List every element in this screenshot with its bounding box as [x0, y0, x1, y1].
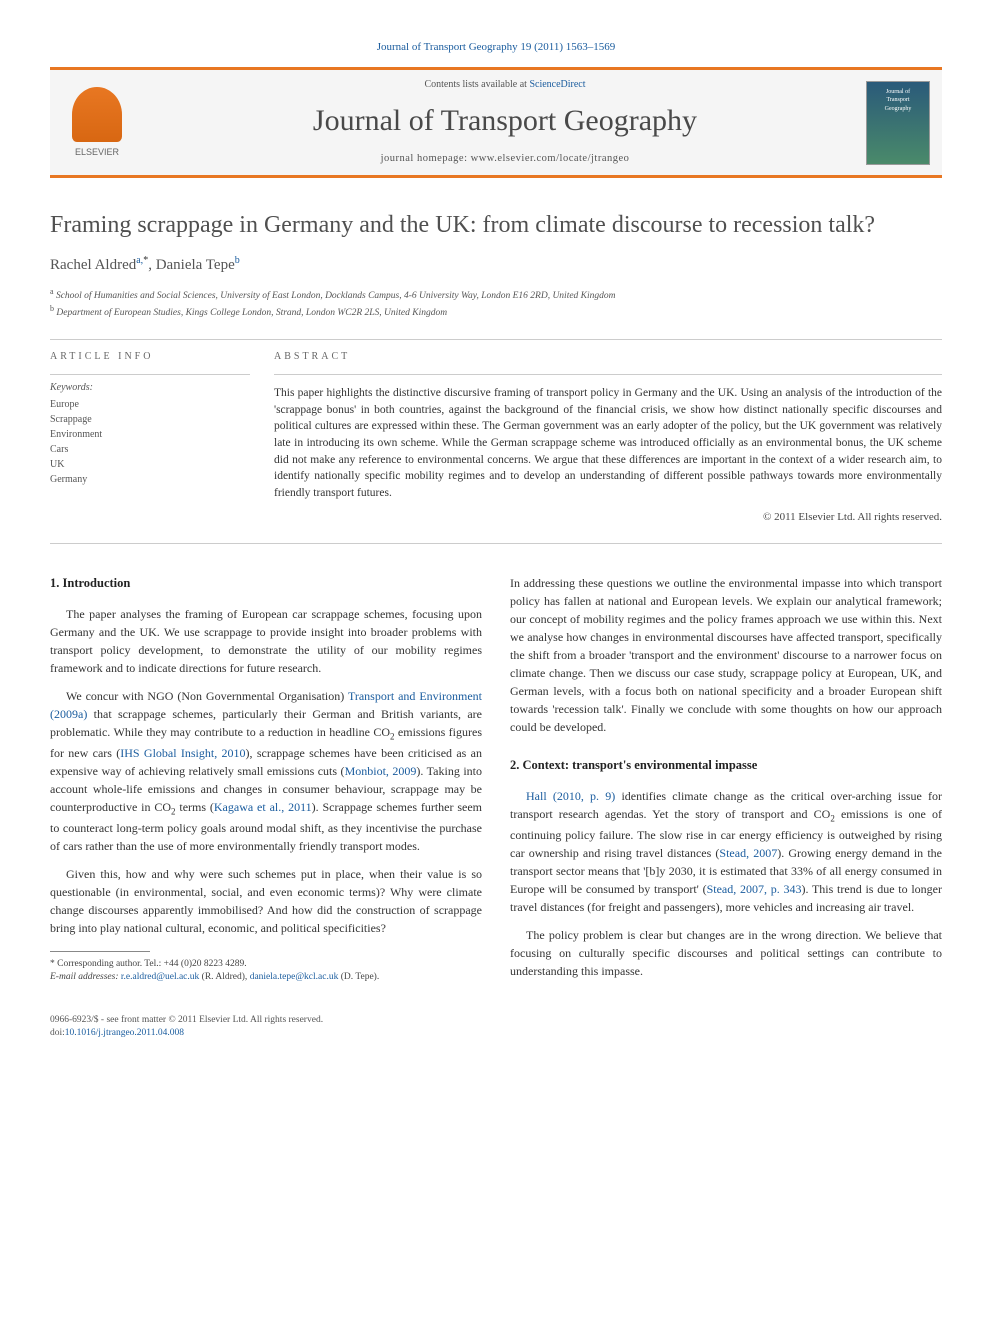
abstract-divider	[274, 374, 942, 375]
authors-separator: ,	[148, 257, 156, 273]
s1-p1: The paper analyses the framing of Europe…	[50, 605, 482, 677]
cite-stead-2007[interactable]: Stead, 2007	[719, 846, 777, 860]
email-2-who: (D. Tepe).	[338, 972, 379, 982]
keyword: Environment	[50, 427, 250, 442]
homepage-url[interactable]: www.elsevier.com/locate/jtrangeo	[471, 153, 630, 164]
abstract: ABSTRACT This paper highlights the disti…	[274, 350, 942, 525]
affiliations: a School of Humanities and Social Scienc…	[50, 286, 942, 321]
s1-p2: We concur with NGO (Non Governmental Org…	[50, 687, 482, 855]
s1-p4: In addressing these questions we outline…	[510, 574, 942, 736]
article-info-label: ARTICLE INFO	[50, 350, 250, 364]
divider-bottom	[50, 543, 942, 544]
affil-a-sup: a	[50, 287, 54, 296]
journal-cover-thumb: Journal of Transport Geography	[866, 81, 930, 165]
column-right: In addressing these questions we outline…	[510, 574, 942, 990]
column-left: 1. Introduction The paper analyses the f…	[50, 574, 482, 990]
masthead-center: Contents lists available at ScienceDirec…	[144, 78, 866, 167]
cite-monbiot-2009[interactable]: Monbiot, 2009	[345, 764, 417, 778]
keywords-list: Europe Scrappage Environment Cars UK Ger…	[50, 397, 250, 487]
footnotes: * Corresponding author. Tel.: +44 (0)20 …	[50, 958, 482, 985]
keyword: Cars	[50, 442, 250, 457]
cite-hall-2010[interactable]: Hall (2010, p. 9)	[526, 789, 615, 803]
article-info: ARTICLE INFO Keywords: Europe Scrappage …	[50, 350, 250, 525]
cover-label-3: Geography	[885, 105, 912, 113]
footnote-separator	[50, 951, 150, 952]
divider-top	[50, 339, 942, 340]
abstract-text: This paper highlights the distinctive di…	[274, 385, 942, 502]
keyword: Scrappage	[50, 412, 250, 427]
author-2-affil-sup: b	[235, 255, 240, 266]
abstract-copyright: © 2011 Elsevier Ltd. All rights reserved…	[274, 510, 942, 525]
contents-prefix: Contents lists available at	[424, 79, 529, 90]
footer-left: 0966-6923/$ - see front matter © 2011 El…	[50, 1014, 323, 1041]
cite-ihs-2010[interactable]: IHS Global Insight, 2010	[120, 746, 245, 760]
section-1-heading: 1. Introduction	[50, 574, 482, 593]
contents-available: Contents lists available at ScienceDirec…	[144, 78, 866, 92]
footer: 0966-6923/$ - see front matter © 2011 El…	[50, 1014, 942, 1041]
abstract-label: ABSTRACT	[274, 350, 942, 364]
email-1-who: (R. Aldred),	[199, 972, 249, 982]
s1p2-f: terms (	[176, 800, 214, 814]
info-divider	[50, 374, 250, 375]
corresponding-author: * Corresponding author. Tel.: +44 (0)20 …	[50, 958, 482, 971]
page: Journal of Transport Geography 19 (2011)…	[0, 0, 992, 1080]
cover-label-1: Journal of	[886, 88, 910, 96]
affil-a-text: School of Humanities and Social Sciences…	[56, 291, 616, 301]
masthead: ELSEVIER Contents lists available at Sci…	[50, 67, 942, 178]
homepage-prefix: journal homepage:	[381, 153, 471, 164]
keyword: Germany	[50, 472, 250, 487]
info-abstract-row: ARTICLE INFO Keywords: Europe Scrappage …	[50, 350, 942, 525]
cite-stead-2007-p343[interactable]: Stead, 2007, p. 343	[707, 882, 802, 896]
header-citation: Journal of Transport Geography 19 (2011)…	[50, 40, 942, 55]
affiliation-b: b Department of European Studies, Kings …	[50, 303, 942, 320]
email-2[interactable]: daniela.tepe@kcl.ac.uk	[250, 972, 339, 982]
keyword: Europe	[50, 397, 250, 412]
email-label: E-mail addresses:	[50, 972, 119, 982]
article-title: Framing scrappage in Germany and the UK:…	[50, 210, 942, 240]
affil-b-text: Department of European Studies, Kings Co…	[56, 309, 447, 319]
doi-link[interactable]: 10.1016/j.jtrangeo.2011.04.008	[65, 1028, 184, 1038]
doi-label: doi:	[50, 1028, 65, 1038]
sciencedirect-link[interactable]: ScienceDirect	[529, 79, 585, 90]
author-2: Daniela Tepe	[156, 257, 235, 273]
s1p2-a: We concur with NGO (Non Governmental Org…	[66, 689, 348, 703]
cover-label-2: Transport	[886, 96, 909, 104]
email-1[interactable]: r.e.aldred@uel.ac.uk	[121, 972, 199, 982]
journal-name: Journal of Transport Geography	[144, 100, 866, 142]
s2-p2: The policy problem is clear but changes …	[510, 926, 942, 980]
front-matter: 0966-6923/$ - see front matter © 2011 El…	[50, 1014, 323, 1027]
elsevier-logo: ELSEVIER	[62, 83, 132, 163]
keywords-label: Keywords:	[50, 381, 250, 395]
cite-kagawa-2011[interactable]: Kagawa et al., 2011	[214, 800, 312, 814]
affiliation-a: a School of Humanities and Social Scienc…	[50, 286, 942, 303]
email-addresses: E-mail addresses: r.e.aldred@uel.ac.uk (…	[50, 971, 482, 984]
s2-p1: Hall (2010, p. 9) identifies climate cha…	[510, 787, 942, 916]
journal-homepage: journal homepage: www.elsevier.com/locat…	[144, 152, 866, 167]
elsevier-label: ELSEVIER	[75, 146, 119, 159]
author-1: Rachel Aldred	[50, 257, 136, 273]
s1-p3: Given this, how and why were such scheme…	[50, 865, 482, 937]
body-columns: 1. Introduction The paper analyses the f…	[50, 574, 942, 990]
keyword: UK	[50, 457, 250, 472]
elsevier-tree-icon	[72, 87, 122, 142]
authors: Rachel Aldreda,*, Daniela Tepeb	[50, 254, 942, 276]
affil-b-sup: b	[50, 304, 54, 313]
section-2-heading: 2. Context: transport's environmental im…	[510, 756, 942, 775]
doi-line: doi:10.1016/j.jtrangeo.2011.04.008	[50, 1027, 323, 1040]
